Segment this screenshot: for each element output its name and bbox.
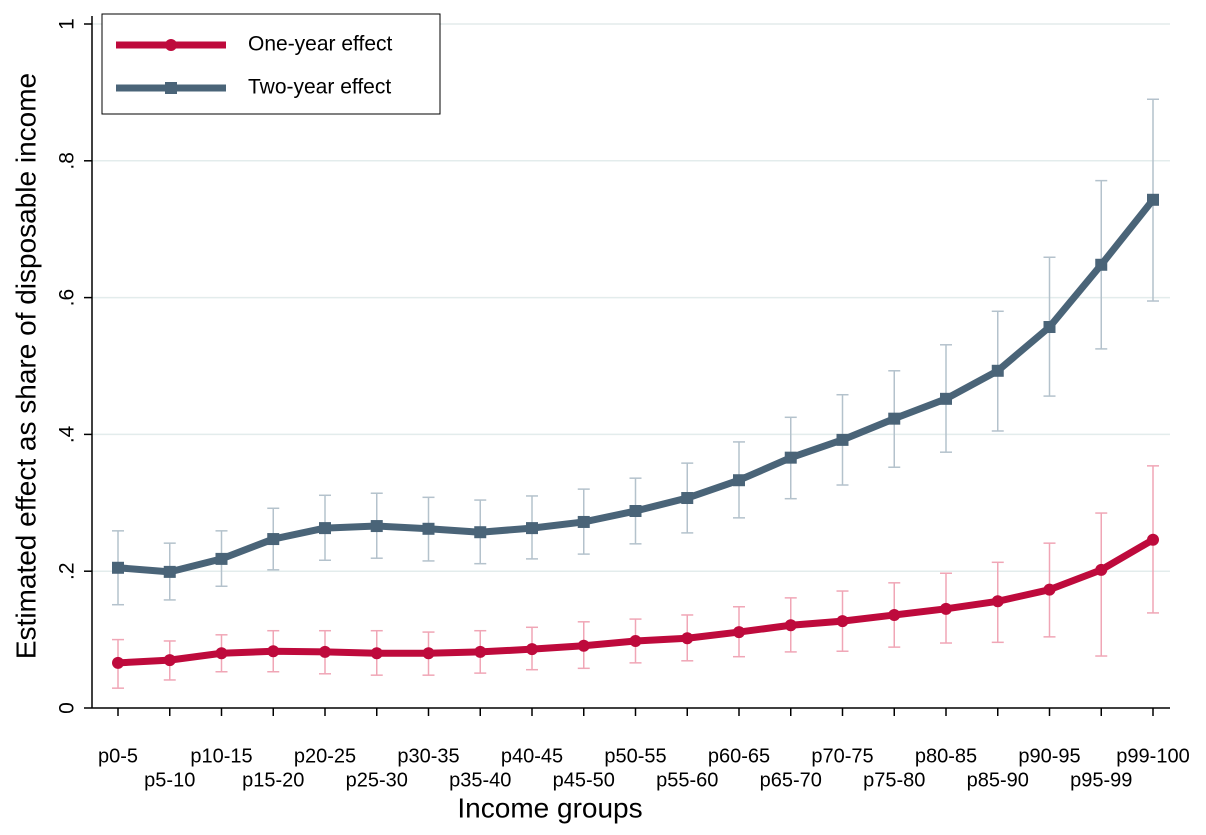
marker: [784, 451, 797, 464]
marker: [112, 561, 124, 574]
x-axis-title: Income groups: [457, 792, 642, 823]
x-tick-label: p30-35: [397, 745, 459, 767]
x-tick-label: p50-55: [604, 745, 666, 767]
marker: [319, 645, 331, 658]
marker: [370, 520, 383, 533]
marker: [991, 364, 1004, 377]
marker: [836, 433, 849, 446]
x-tick-label: p65-70: [760, 769, 822, 791]
x-tick-label: p45-50: [553, 769, 615, 791]
x-tick-label: p95-99: [1070, 769, 1132, 791]
marker: [422, 522, 435, 535]
x-tick-label: p60-65: [708, 745, 770, 767]
x-tick-label: p90-95: [1018, 745, 1080, 767]
marker: [681, 492, 694, 505]
marker: [629, 634, 642, 647]
marker: [577, 639, 590, 652]
y-tick-label: 1: [56, 18, 79, 30]
marker: [733, 626, 745, 639]
marker: [215, 647, 228, 660]
y-tick-label: .6: [56, 289, 79, 307]
marker: [526, 522, 538, 535]
marker: [836, 615, 849, 628]
y-tick-label: .8: [56, 152, 79, 170]
legend-marker: [165, 82, 177, 94]
error-bar: [1095, 512, 1108, 657]
x-tick-label: p5-10: [144, 769, 195, 791]
marker: [784, 619, 797, 632]
marker: [526, 643, 538, 656]
marker: [370, 647, 383, 660]
marker: [319, 522, 331, 535]
marker: [1043, 583, 1056, 596]
marker: [940, 602, 952, 615]
x-tick-label: p15-20: [242, 769, 304, 791]
marker: [267, 533, 280, 546]
marker: [422, 647, 435, 660]
x-tick-label: p55-60: [656, 769, 718, 791]
marker: [474, 526, 487, 539]
x-tick-label: p70-75: [811, 745, 873, 767]
legend-label: One-year effect: [248, 33, 393, 56]
marker: [940, 392, 952, 405]
marker: [1043, 321, 1056, 334]
x-tick-label: p35-40: [449, 769, 511, 791]
x-tick-label: p80-85: [915, 745, 977, 767]
marker: [681, 632, 694, 645]
marker: [733, 474, 745, 487]
marker: [888, 608, 901, 621]
y-tick-label: .4: [56, 425, 79, 443]
marker: [474, 645, 487, 658]
x-tick-label: p0-5: [98, 745, 138, 767]
legend-label: Two-year effect: [248, 76, 391, 99]
x-tick-label: p85-90: [967, 769, 1029, 791]
y-axis-title: Estimated effect as share of disposable …: [10, 73, 41, 659]
x-tick-label: p75-80: [863, 769, 925, 791]
marker: [215, 552, 228, 565]
y-tick-label: 0: [56, 702, 79, 714]
marker: [1095, 563, 1108, 576]
x-tick-label: p99-100: [1116, 745, 1189, 767]
marker: [1147, 193, 1159, 206]
y-tick-label: .2: [56, 562, 79, 580]
marker: [577, 515, 590, 528]
marker: [991, 595, 1004, 608]
x-tick-label: p40-45: [501, 745, 563, 767]
x-tick-label: p20-25: [294, 745, 356, 767]
marker: [112, 656, 124, 669]
marker: [888, 412, 901, 425]
marker: [163, 654, 176, 667]
legend-marker: [165, 39, 177, 51]
x-tick-label: p10-15: [190, 745, 252, 767]
marker: [1147, 533, 1159, 546]
marker: [1095, 258, 1108, 271]
marker: [267, 645, 280, 658]
legend-box: [101, 13, 441, 115]
x-tick-label: p25-30: [346, 769, 408, 791]
marker: [163, 565, 176, 578]
marker: [629, 505, 642, 518]
